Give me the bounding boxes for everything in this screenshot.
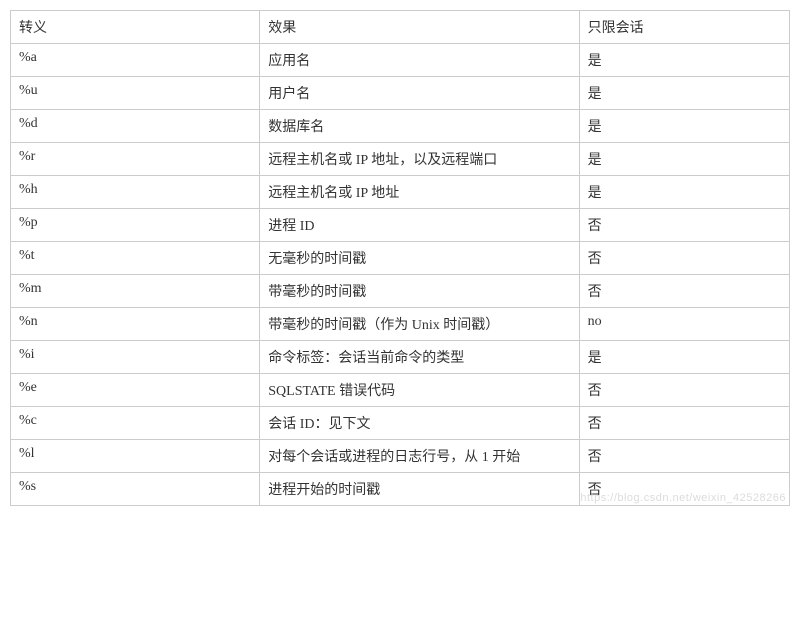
cell-session: 是: [579, 77, 789, 110]
cell-escape: %r: [11, 143, 260, 176]
cell-effect: 带毫秒的时间戳（作为 Unix 时间戳）: [260, 308, 579, 341]
col-header-session-only: 只限会话: [579, 11, 789, 44]
cell-escape: %h: [11, 176, 260, 209]
cell-session: 否: [579, 440, 789, 473]
cell-effect: 应用名: [260, 44, 579, 77]
col-header-escape: 转义: [11, 11, 260, 44]
cell-escape: %c: [11, 407, 260, 440]
table-row: %h 远程主机名或 IP 地址 是: [11, 176, 790, 209]
table-row: %e SQLSTATE 错误代码 否: [11, 374, 790, 407]
cell-session: 否: [579, 374, 789, 407]
cell-effect: 进程 ID: [260, 209, 579, 242]
table-container: 转义 效果 只限会话 %a 应用名 是 %u 用户名 是 %d 数据库名 是: [10, 10, 790, 506]
cell-escape: %n: [11, 308, 260, 341]
cell-effect: 数据库名: [260, 110, 579, 143]
cell-escape: %m: [11, 275, 260, 308]
table-body: %a 应用名 是 %u 用户名 是 %d 数据库名 是 %r 远程主机名或 IP…: [11, 44, 790, 506]
table-row: %r 远程主机名或 IP 地址，以及远程端口 是: [11, 143, 790, 176]
cell-effect: 对每个会话或进程的日志行号，从 1 开始: [260, 440, 579, 473]
cell-effect: 远程主机名或 IP 地址，以及远程端口: [260, 143, 579, 176]
table-row: %s 进程开始的时间戳 否: [11, 473, 790, 506]
cell-session: 是: [579, 110, 789, 143]
cell-effect: 会话 ID：见下文: [260, 407, 579, 440]
cell-session: 是: [579, 44, 789, 77]
table-row: %i 命令标签：会话当前命令的类型 是: [11, 341, 790, 374]
table-row: %u 用户名 是: [11, 77, 790, 110]
cell-escape: %l: [11, 440, 260, 473]
table-row: %d 数据库名 是: [11, 110, 790, 143]
table-row: %c 会话 ID：见下文 否: [11, 407, 790, 440]
cell-escape: %d: [11, 110, 260, 143]
cell-effect: SQLSTATE 错误代码: [260, 374, 579, 407]
cell-effect: 远程主机名或 IP 地址: [260, 176, 579, 209]
table-row: %a 应用名 是: [11, 44, 790, 77]
table-row: %t 无毫秒的时间戳 否: [11, 242, 790, 275]
cell-effect: 无毫秒的时间戳: [260, 242, 579, 275]
cell-escape: %u: [11, 77, 260, 110]
cell-session: 否: [579, 275, 789, 308]
cell-escape: %t: [11, 242, 260, 275]
cell-escape: %a: [11, 44, 260, 77]
cell-session: 是: [579, 143, 789, 176]
table-row: %n 带毫秒的时间戳（作为 Unix 时间戳） no: [11, 308, 790, 341]
cell-session: 否: [579, 473, 789, 506]
col-header-effect: 效果: [260, 11, 579, 44]
table-row: %p 进程 ID 否: [11, 209, 790, 242]
cell-effect: 用户名: [260, 77, 579, 110]
cell-effect: 进程开始的时间戳: [260, 473, 579, 506]
cell-session: 否: [579, 209, 789, 242]
cell-session: 是: [579, 341, 789, 374]
escape-table: 转义 效果 只限会话 %a 应用名 是 %u 用户名 是 %d 数据库名 是: [10, 10, 790, 506]
table-row: %m 带毫秒的时间戳 否: [11, 275, 790, 308]
cell-escape: %e: [11, 374, 260, 407]
cell-escape: %p: [11, 209, 260, 242]
cell-session: 否: [579, 407, 789, 440]
cell-session: 否: [579, 242, 789, 275]
cell-effect: 带毫秒的时间戳: [260, 275, 579, 308]
table-header-row: 转义 效果 只限会话: [11, 11, 790, 44]
cell-effect: 命令标签：会话当前命令的类型: [260, 341, 579, 374]
cell-escape: %i: [11, 341, 260, 374]
cell-session: no: [579, 308, 789, 341]
cell-escape: %s: [11, 473, 260, 506]
cell-session: 是: [579, 176, 789, 209]
table-row: %l 对每个会话或进程的日志行号，从 1 开始 否: [11, 440, 790, 473]
